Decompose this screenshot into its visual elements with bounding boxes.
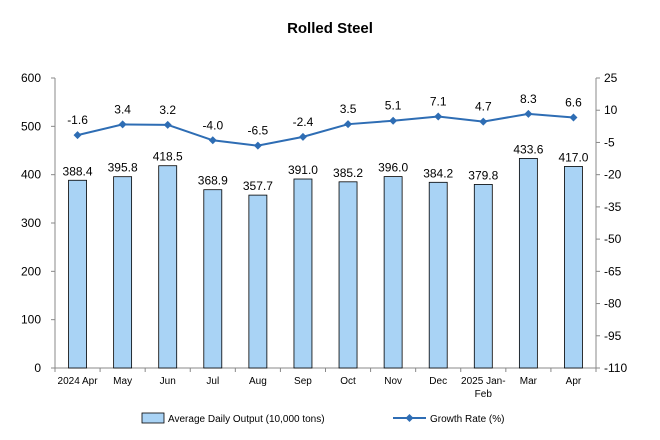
left-tick-label: 600 (21, 71, 41, 85)
left-tick-label: 400 (21, 168, 41, 182)
left-tick-label: 500 (21, 119, 41, 133)
bar-data-label: 357.7 (243, 179, 273, 193)
growth-rate-point (253, 141, 262, 150)
bar (473, 184, 493, 369)
growth-rate-point (73, 131, 82, 140)
growth-rate-data-label: 7.1 (430, 94, 447, 108)
bar (158, 165, 178, 369)
bar-data-label: 433.6 (513, 142, 543, 156)
x-tick-label: Aug (249, 376, 267, 387)
legend-bar-swatch (141, 412, 165, 424)
right-tick-label: -80 (604, 297, 622, 311)
right-tick-label: -5 (604, 135, 615, 149)
legend-line-marker (405, 414, 414, 422)
x-tick-label: Jul (206, 376, 219, 387)
growth-rate-data-label: -1.6 (67, 113, 88, 127)
bar-data-label: 391.0 (288, 163, 318, 177)
growth-rate-line (77, 112, 574, 147)
x-tick-label: Apr (566, 376, 582, 387)
right-tick-label: -50 (604, 232, 622, 246)
right-tick-label: -110 (604, 361, 627, 375)
chart-title: Rolled Steel (287, 20, 373, 37)
x-tick-label: Mar (520, 376, 538, 387)
right-tick-label: 10 (604, 103, 618, 117)
bar-data-label: 395.8 (108, 161, 138, 175)
bar (338, 181, 358, 369)
bar (383, 176, 403, 369)
right-tick-label: -95 (604, 329, 622, 343)
bar (248, 194, 268, 369)
legend-bar-label: Average Daily Output (10,000 tons) (168, 414, 325, 425)
bar (113, 176, 133, 369)
growth-rate-data-label: -6.5 (248, 124, 269, 138)
left-tick-label: 0 (34, 361, 41, 375)
legend-line-label: Growth Rate (%) (430, 414, 504, 425)
x-tick-label: Sep (294, 376, 312, 387)
growth-rate-point (479, 117, 488, 126)
bar (518, 158, 538, 369)
x-tick-label: Feb (475, 389, 493, 400)
growth-rate-data-label: 4.7 (475, 100, 492, 114)
growth-rate-point (569, 113, 578, 122)
x-tick-label: Dec (429, 376, 447, 387)
x-tick-label: 2024 Apr (58, 376, 99, 387)
right-tick-label: 25 (604, 71, 618, 85)
bar (428, 181, 448, 369)
growth-rate-data-label: 8.3 (520, 92, 537, 106)
bar-data-label: 379.8 (468, 168, 498, 182)
growth-rate-point (434, 112, 443, 121)
growth-rate-data-label: 5.1 (385, 99, 402, 113)
bar-data-label: 385.2 (333, 166, 363, 180)
bar-data-label: 368.9 (198, 174, 228, 188)
growth-rate-data-label: 6.6 (565, 96, 582, 110)
left-tick-label: 100 (21, 313, 41, 327)
bar-data-label: 418.5 (153, 150, 183, 164)
left-tick-label: 300 (21, 216, 41, 230)
growth-rate-data-label: -2.4 (293, 115, 314, 129)
growth-rate-point (389, 116, 398, 125)
growth-rate-point (118, 120, 127, 129)
growth-rate-point (524, 109, 533, 118)
right-tick-label: -65 (604, 264, 622, 278)
growth-rate-point (163, 120, 172, 129)
growth-rate-point (208, 136, 217, 145)
growth-rate-point (344, 120, 353, 129)
x-tick-label: May (113, 376, 132, 387)
growth-rate-data-label: -4.0 (202, 118, 223, 132)
growth-rate-data-label: 3.4 (114, 102, 131, 116)
bar (68, 179, 87, 369)
bar-data-label: 396.0 (378, 161, 408, 175)
growth-rate-data-label: 3.2 (159, 103, 176, 117)
bar-data-label: 388.4 (63, 164, 93, 178)
left-tick-label: 200 (21, 264, 41, 278)
x-tick-label: Nov (384, 376, 402, 387)
bar-data-label: 384.2 (423, 166, 453, 180)
bar-data-label: 417.0 (558, 150, 588, 164)
x-tick-label: Jun (160, 376, 176, 387)
x-tick-label: Oct (340, 376, 356, 387)
bar (203, 189, 223, 369)
right-tick-label: -20 (604, 168, 622, 182)
bar (564, 166, 583, 369)
bar (293, 178, 313, 369)
x-tick-label: 2025 Jan- (461, 376, 505, 387)
growth-rate-point (298, 132, 307, 141)
growth-rate-data-label: 3.5 (340, 102, 357, 116)
right-tick-label: -35 (604, 200, 622, 214)
